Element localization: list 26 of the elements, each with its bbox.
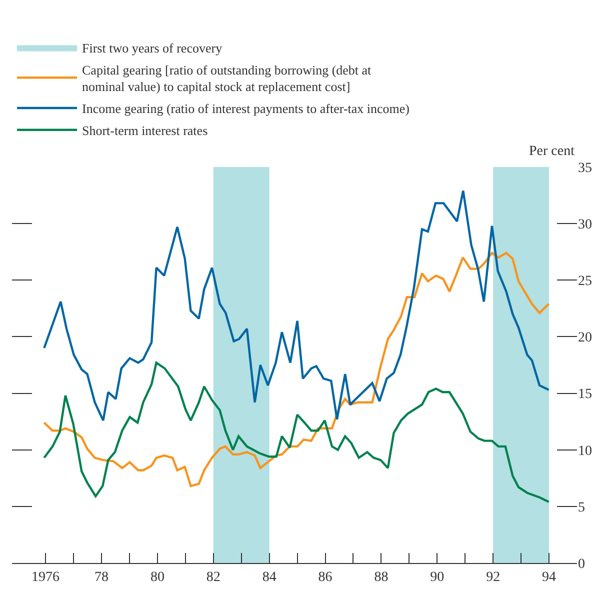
x-tick-label: 80 [150, 570, 164, 585]
line-series [43, 252, 550, 488]
legend-label: First two years of recovery [82, 40, 223, 56]
y-tick-label: 5 [578, 500, 585, 516]
y-axis-title: Per cent [529, 144, 575, 159]
line-series [43, 190, 550, 422]
x-tick-label: 1976 [32, 570, 60, 585]
y-tick-label: 20 [578, 330, 592, 346]
x-tick-label: 86 [318, 570, 332, 585]
x-tick-label: 84 [262, 570, 276, 585]
x-tick-label: 94 [542, 570, 556, 585]
y-tick-label: 10 [578, 444, 592, 459]
y-tick-label: 25 [578, 274, 592, 290]
x-tick-label: 92 [486, 570, 500, 585]
legend-label: Short-term interest rates [82, 122, 208, 138]
y-tick-label: 0 [578, 556, 585, 572]
legend-label: Capital gearing [ratio of outstanding borrowing (debt at nominal value) to capital stock at replacement cost] [82, 62, 372, 94]
y-tick-label: 35 [578, 160, 592, 176]
x-tick-label: 82 [206, 570, 220, 585]
x-tick-label: 78 [94, 570, 108, 585]
y-tick-label: 30 [578, 217, 592, 232]
y-tick-label: 15 [578, 387, 592, 402]
legend-label: Income gearing (ratio of interest payments to after-tax income) [82, 101, 410, 116]
x-tick-label: 90 [430, 570, 444, 585]
line-series [43, 362, 550, 503]
x-tick-label: 88 [374, 570, 388, 585]
